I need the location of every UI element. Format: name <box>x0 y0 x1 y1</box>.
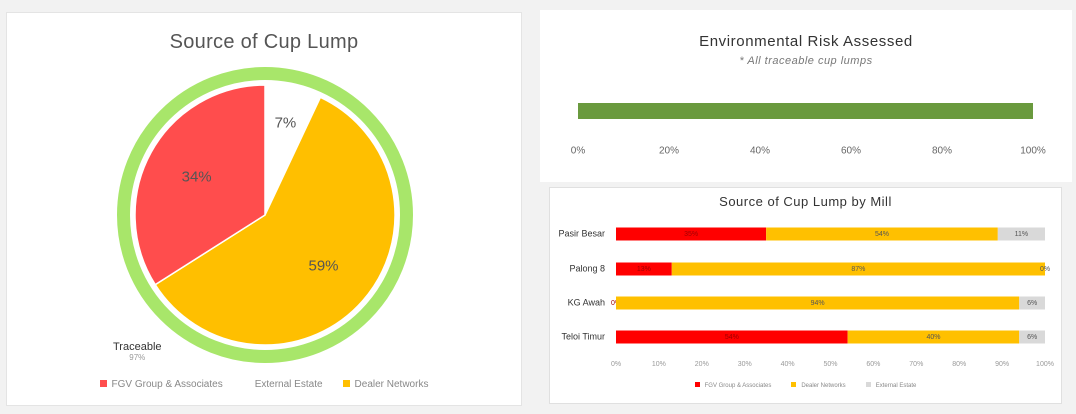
risk-bar <box>578 103 1033 119</box>
legend-swatch <box>342 380 350 387</box>
legend-swatch <box>791 382 797 387</box>
mill-bar-segment <box>766 227 998 241</box>
mill-data-label: 11% <box>1015 231 1029 238</box>
pie-chart-panel: Source of Cup Lump 7% 59% 34% Traceable 97… <box>6 12 522 406</box>
legend-label: FGV Group & Associates <box>704 383 772 389</box>
mill-data-label: 87% <box>851 266 865 273</box>
mill-tick-label: 70% <box>909 361 923 368</box>
risk-tick-label: 0% <box>571 146 586 157</box>
mill-stacked-bar-chart: Pasir Besar 35% 54% 11% Palong 8 13% 87% 0% KG A… <box>558 227 1054 368</box>
mill-data-label: 13% <box>637 266 651 273</box>
mill-tick-label: 40% <box>781 361 795 368</box>
pie-slice-fgv-group-associates <box>134 84 266 286</box>
mill-data-label: 35% <box>684 231 698 238</box>
mill-bar-segment <box>1019 330 1045 344</box>
mill-legend: FGV Group & Associates Dealer Networks E… <box>550 382 1061 389</box>
mill-bar-segment <box>671 262 1045 276</box>
mill-bar-segment <box>1019 296 1045 310</box>
mill-bar-segment <box>616 330 848 344</box>
legend-label: Dealer Networks <box>801 383 846 389</box>
pie-data-label: 59% <box>308 258 338 275</box>
risk-bar-chart: 0% 20% 40% 60% 80% 100% <box>571 103 1046 157</box>
mill-data-label: 6% <box>1027 334 1037 341</box>
mill-tick-label: 30% <box>738 361 752 368</box>
risk-tick-label: 80% <box>932 146 952 157</box>
mill-tick-label: 20% <box>695 361 709 368</box>
mill-category-label: Palong 8 <box>569 263 605 273</box>
risk-chart-title: Environmental Risk Assessed <box>699 33 913 50</box>
mill-category-label: KG Awah <box>568 297 605 307</box>
mill-category-label: Teloi Timur <box>561 331 605 341</box>
mill-tick-label: 90% <box>995 361 1009 368</box>
mill-bar-segment <box>616 227 767 241</box>
mill-tick-label: 60% <box>866 361 880 368</box>
risk-tick-label: 20% <box>659 146 679 157</box>
pie-chart-title: Source of Cup Lump <box>169 31 359 53</box>
mill-data-label: 94% <box>811 300 825 307</box>
risk-chart-subtitle: * All traceable cup lumps <box>739 55 873 67</box>
pie-legend: FGV Group & Associates External Estate D… <box>7 379 521 390</box>
legend-item-dealer-networks: Dealer Networks <box>791 382 846 389</box>
pie-data-label: 34% <box>182 168 212 185</box>
risk-tick-label: 60% <box>841 146 861 157</box>
pie-chart: 7% 59% 34% <box>117 67 413 363</box>
risk-chart-panel: Environmental Risk Assessed * All tracea… <box>540 10 1072 182</box>
mill-data-label: 0% <box>1040 266 1050 273</box>
traceable-value: 97% <box>129 353 146 362</box>
traceable-ring <box>117 67 413 363</box>
legend-item-external-estate: External Estate <box>242 379 323 390</box>
mill-chart-panel: Source of Cup Lump by Mill Pasir Besar 35… <box>549 187 1062 404</box>
legend-label: External Estate <box>875 383 917 389</box>
legend-swatch <box>99 380 107 387</box>
pie-slice-dealer-networks <box>154 96 396 346</box>
legend-swatch <box>242 380 250 387</box>
legend-item-dealer-networks: Dealer Networks <box>342 379 429 390</box>
risk-tick-label: 40% <box>750 146 770 157</box>
mill-tick-label: 0% <box>611 361 621 368</box>
mill-tick-label: 50% <box>823 361 837 368</box>
mill-chart-title: Source of Cup Lump by Mill <box>719 194 892 209</box>
mill-bar-segment <box>997 227 1045 241</box>
mill-tick-label: 80% <box>952 361 966 368</box>
mill-data-label: 54% <box>725 334 739 341</box>
traceable-label: Traceable <box>113 341 162 353</box>
legend-item-external-estate: External Estate <box>865 382 917 389</box>
mill-tick-label: 10% <box>652 361 666 368</box>
mill-bar-segment <box>616 296 1020 310</box>
pie-data-label: 7% <box>275 115 297 132</box>
legend-label: FGV Group & Associates <box>111 379 223 390</box>
legend-item-fgv: FGV Group & Associates <box>99 379 223 390</box>
risk-tick-label: 100% <box>1020 146 1046 157</box>
legend-swatch <box>865 382 871 387</box>
mill-bar-segment <box>847 330 1020 344</box>
legend-label: Dealer Networks <box>354 379 429 390</box>
legend-item-fgv: FGV Group & Associates <box>694 382 772 389</box>
traceable-annotation: Traceable 97% <box>113 341 162 362</box>
mill-category-label: Pasir Besar <box>558 228 605 238</box>
mill-tick-label: 100% <box>1036 361 1054 368</box>
legend-label: External Estate <box>254 379 323 390</box>
mill-data-label: 40% <box>926 334 940 341</box>
mill-bar-segment <box>616 262 672 276</box>
mill-data-label: 54% <box>875 231 889 238</box>
mill-data-label: 6% <box>1027 300 1037 307</box>
legend-swatch <box>694 382 700 387</box>
